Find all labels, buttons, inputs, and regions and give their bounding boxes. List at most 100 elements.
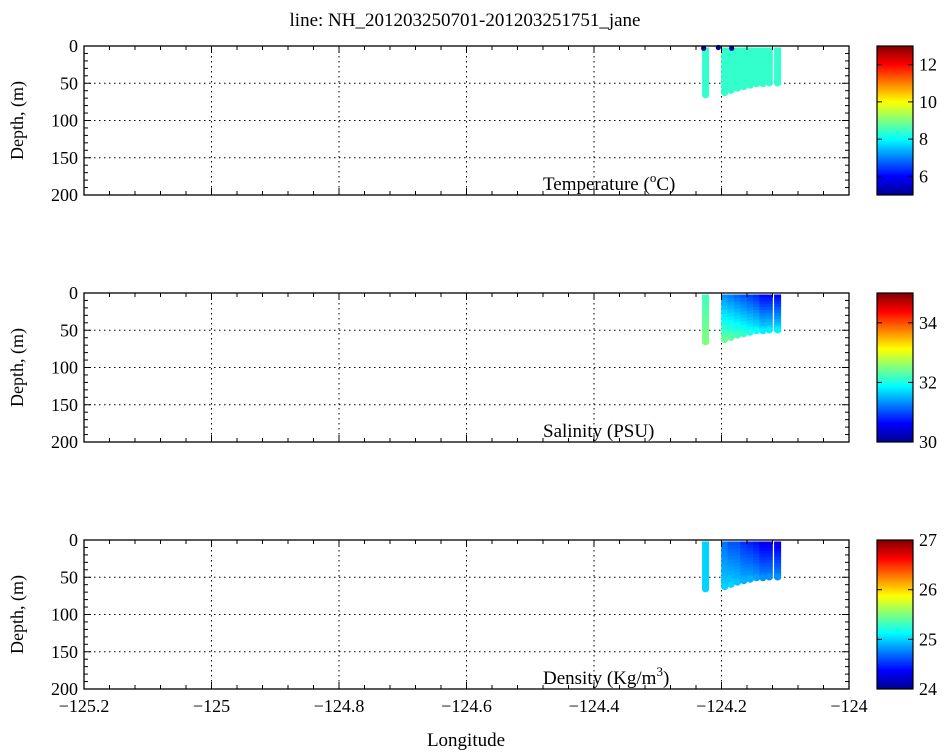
profile-segment: [721, 302, 729, 307]
profile-segment: [765, 297, 773, 302]
profile-segment: [753, 557, 761, 561]
profile-segment: [753, 300, 761, 305]
profile-segment: [746, 567, 754, 572]
profile-segment: [733, 57, 741, 62]
profile-segment: [702, 75, 710, 81]
profile-segment: [740, 571, 748, 576]
profile-segment: [721, 564, 729, 569]
profile-bottom: [774, 573, 782, 581]
profile-segment: [721, 62, 729, 68]
profile-segment: [727, 51, 735, 56]
profile-segment: [702, 330, 710, 336]
profile-segment: [740, 328, 748, 332]
profile-segment: [753, 297, 761, 302]
profile-segment: [746, 297, 754, 302]
profile-segment: [727, 331, 735, 336]
colorbar: 30 32 34: [876, 292, 937, 452]
profile-segment: [759, 563, 767, 567]
profile-segment: [774, 312, 782, 317]
profile-segment: [753, 547, 761, 552]
profile-segment: [721, 317, 729, 322]
profile-bottom: [727, 580, 735, 588]
profile-segment: [740, 544, 748, 549]
profile-segment: [746, 310, 754, 315]
profile-segment: [733, 64, 741, 69]
profile-segment: [733, 562, 741, 567]
profile-segment: [740, 548, 748, 553]
profile-segment: [733, 47, 741, 52]
profile-bottom: [733, 331, 741, 339]
profile-segment: [759, 316, 767, 320]
colorbar-tick-label: 25: [919, 629, 937, 649]
colorbar: 6 8 10 12: [876, 45, 937, 196]
profile-segment: [746, 551, 754, 555]
profile-segment: [746, 323, 754, 328]
profile-segment: [746, 573, 754, 578]
profile-segment: [702, 294, 710, 300]
profile-segment: [721, 553, 729, 558]
profile-4: [733, 47, 741, 92]
profile-segment: [774, 68, 782, 73]
profile-segment: [759, 547, 767, 552]
profile-segment: [759, 297, 767, 302]
profile-segment: [727, 556, 735, 561]
profile-segment: [702, 581, 710, 587]
variable-label-tail: ): [663, 668, 669, 689]
profile-segment: [753, 69, 761, 73]
profile-segment: [733, 325, 741, 330]
profile-segment: [774, 556, 782, 561]
variable-label: Temperature (oC): [543, 170, 675, 195]
profile-1: [702, 294, 710, 346]
profile-1: [702, 47, 710, 99]
profile-2: [721, 47, 729, 97]
profile-segment: [774, 74, 782, 79]
x-tick-label: −124.2: [696, 696, 747, 716]
y-axis-label: Depth, (m): [7, 575, 28, 654]
profile-segment: [721, 560, 729, 566]
profile-segment: [740, 301, 748, 306]
profile-bottom: [753, 574, 761, 582]
profile-segment: [702, 79, 710, 85]
profile-segment: [733, 294, 741, 299]
y-tick-label: 200: [51, 432, 78, 452]
profile-segment: [721, 78, 729, 83]
profile-segment: [753, 294, 761, 299]
profile-segment: [765, 303, 773, 308]
profile-segment: [759, 544, 767, 549]
profile-segment: [702, 55, 710, 61]
colorbar-frame: [876, 292, 914, 443]
profile-segment: [753, 310, 761, 314]
profile-bottom: [740, 83, 748, 91]
variable-label-main: Salinity (PSU): [543, 421, 654, 442]
profile-segment: [746, 50, 754, 55]
profile-segment: [765, 71, 773, 76]
profile-segment: [740, 77, 748, 82]
profile-segment: [759, 550, 767, 555]
profile-segment: [765, 68, 773, 73]
profile-segment: [702, 63, 710, 69]
y-tick-label: 200: [51, 185, 78, 205]
profile-segment: [721, 66, 729, 72]
profile-bottom: [740, 330, 748, 338]
profile-segment: [733, 541, 741, 546]
profile-segment: [733, 78, 741, 83]
profile-8: [759, 541, 767, 582]
profile-segment: [765, 544, 773, 549]
profile-segment: [702, 541, 710, 547]
x-axis-label: Longitude: [427, 730, 505, 751]
profile-segment: [753, 303, 761, 308]
profile-segment: [753, 66, 761, 70]
profile-10: [774, 294, 782, 334]
profile-segment: [765, 74, 773, 79]
profile-10: [774, 541, 782, 581]
variable-label-main: Density (Kg/m: [543, 668, 657, 689]
profile-segment: [774, 565, 782, 570]
panel-density: 0 50 100 150 200 Depth, (m) −125.2 −125 −124.8 −1…: [7, 530, 937, 716]
profile-segment: [702, 83, 710, 89]
colorbar-frame: [876, 539, 914, 690]
profile-segment: [721, 541, 729, 546]
profile-segment: [753, 59, 761, 64]
profile-segment: [740, 558, 748, 563]
profile-segment: [753, 550, 761, 555]
